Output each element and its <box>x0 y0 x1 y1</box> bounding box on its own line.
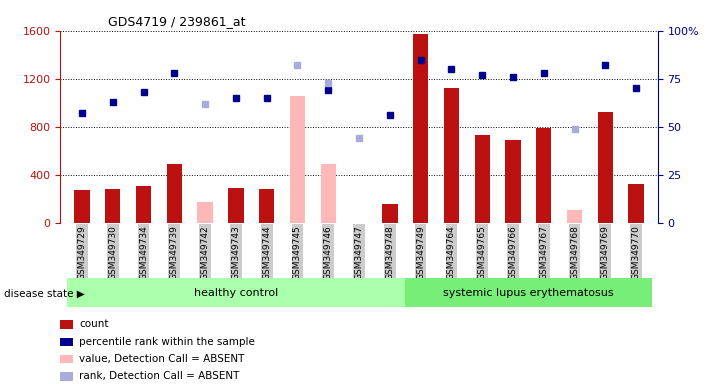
Text: GSM349749: GSM349749 <box>416 225 425 280</box>
Text: disease state ▶: disease state ▶ <box>4 289 85 299</box>
Text: GSM349769: GSM349769 <box>601 225 610 280</box>
Text: GSM349770: GSM349770 <box>631 225 641 280</box>
Bar <box>444 88 459 223</box>
Bar <box>67 278 405 307</box>
Bar <box>198 202 213 223</box>
Bar <box>536 128 552 223</box>
Bar <box>474 135 490 223</box>
Text: GSM349743: GSM349743 <box>231 225 240 280</box>
Bar <box>567 210 582 223</box>
Text: GSM349768: GSM349768 <box>570 225 579 280</box>
Bar <box>290 96 305 223</box>
Bar <box>136 185 151 223</box>
Text: GSM349748: GSM349748 <box>385 225 395 280</box>
Text: rank, Detection Call = ABSENT: rank, Detection Call = ABSENT <box>79 371 240 381</box>
Text: healthy control: healthy control <box>194 288 278 298</box>
Text: count: count <box>79 319 108 329</box>
Text: GSM349744: GSM349744 <box>262 225 271 280</box>
Bar <box>166 164 182 223</box>
Text: GSM349764: GSM349764 <box>447 225 456 280</box>
Text: percentile rank within the sample: percentile rank within the sample <box>79 337 255 347</box>
Bar <box>382 204 397 223</box>
Text: GSM349765: GSM349765 <box>478 225 487 280</box>
Text: GSM349747: GSM349747 <box>355 225 363 280</box>
Text: GSM349739: GSM349739 <box>170 225 179 280</box>
Bar <box>105 189 120 223</box>
Text: GSM349730: GSM349730 <box>108 225 117 280</box>
Text: systemic lupus erythematosus: systemic lupus erythematosus <box>443 288 614 298</box>
Bar <box>228 188 244 223</box>
Text: GSM349746: GSM349746 <box>324 225 333 280</box>
Bar <box>259 189 274 223</box>
Bar <box>506 140 520 223</box>
Text: GSM349729: GSM349729 <box>77 225 87 280</box>
Bar <box>74 190 90 223</box>
Text: GSM349734: GSM349734 <box>139 225 148 280</box>
Text: GSM349745: GSM349745 <box>293 225 302 280</box>
Text: GDS4719 / 239861_at: GDS4719 / 239861_at <box>108 15 246 28</box>
Bar <box>405 278 651 307</box>
Bar <box>413 34 428 223</box>
Bar <box>629 184 644 223</box>
Text: GSM349767: GSM349767 <box>539 225 548 280</box>
Bar <box>321 164 336 223</box>
Text: GSM349766: GSM349766 <box>508 225 518 280</box>
Text: value, Detection Call = ABSENT: value, Detection Call = ABSENT <box>79 354 245 364</box>
Bar <box>598 113 613 223</box>
Text: GSM349742: GSM349742 <box>201 225 210 280</box>
